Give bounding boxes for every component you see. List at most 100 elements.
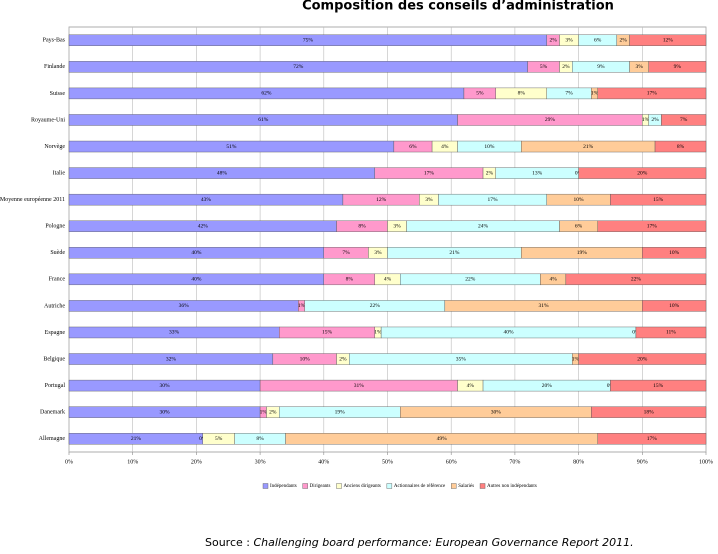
value-label: 2% [651, 117, 659, 123]
value-label: 5% [215, 436, 223, 442]
value-label: 19% [577, 250, 588, 256]
value-label: 20% [637, 170, 648, 176]
value-label: 15% [653, 197, 664, 203]
value-label: 62% [261, 91, 272, 97]
y-tick-label: Royaume-Uni [31, 117, 65, 123]
y-tick-label: Espagne [45, 330, 66, 336]
legend-swatch [302, 483, 308, 489]
x-tick-label: 30% [255, 459, 266, 465]
value-label: 3% [565, 38, 573, 44]
value-label: 2% [620, 38, 628, 44]
value-label: 10% [669, 303, 680, 309]
value-label: 20% [637, 356, 648, 362]
value-label: 13% [532, 170, 543, 176]
value-label: 33% [169, 330, 180, 336]
x-tick-label: 0% [65, 459, 73, 465]
value-label: 30% [491, 409, 502, 415]
x-tick-label: 100% [699, 459, 713, 465]
y-tick-label: Pays-Bas [43, 38, 66, 44]
bar-segment [610, 379, 707, 392]
bar-segment [578, 167, 707, 179]
legend-swatch [451, 483, 457, 489]
value-label: 8% [256, 436, 264, 442]
value-label: 6% [594, 38, 602, 44]
y-tick-label: Norvège [44, 144, 65, 150]
bar-segment [597, 87, 707, 100]
bar-segment [661, 114, 707, 126]
value-label: 3% [374, 250, 382, 256]
x-tick-label: 40% [318, 459, 329, 465]
value-label: 21% [449, 250, 460, 256]
value-label: 22% [631, 277, 642, 283]
value-label: 6% [409, 144, 417, 150]
value-label: 10% [574, 197, 585, 203]
value-label: 43% [201, 197, 212, 203]
value-label: 15% [322, 330, 333, 336]
bar-segment [642, 300, 707, 312]
legend-swatch [479, 483, 486, 489]
y-tick-label: Suisse [50, 91, 66, 97]
value-label: 40% [191, 250, 202, 256]
legend-label: Dirigeants [310, 484, 331, 489]
legend-swatch [336, 483, 342, 489]
value-label: 40% [503, 330, 514, 336]
value-label: 1% [642, 117, 650, 123]
legend-label: Indépendants [270, 484, 297, 489]
value-label: 9% [597, 64, 605, 70]
y-tick-label: Finlande [44, 64, 65, 70]
value-label: 35% [456, 356, 467, 362]
value-label: 51% [226, 144, 237, 150]
source: Source : Challenging board performance: … [205, 536, 634, 549]
source-title: Challenging board performance: European … [253, 536, 633, 549]
value-label: 17% [647, 436, 658, 442]
value-label: 8% [677, 144, 685, 150]
source-prefix: Source : [205, 536, 253, 549]
value-label: 11% [666, 330, 676, 336]
value-label: 2% [562, 64, 570, 70]
legend-label: Anciens dirigeants [344, 484, 381, 489]
value-label: 1% [298, 303, 306, 309]
value-label: 10% [484, 144, 495, 150]
value-label: 32% [166, 356, 177, 362]
bar-segment [591, 406, 707, 418]
value-label: 1% [591, 91, 599, 97]
y-tick-label: Danemark [40, 410, 65, 416]
x-tick-label: 70% [509, 459, 520, 465]
chart-title: Composition des conseils d’administratio… [302, 0, 614, 14]
value-label: 36% [179, 303, 190, 309]
y-tick-label: Suède [50, 250, 65, 256]
value-label: 18% [644, 409, 655, 415]
legend-label: Autres non indépendants [487, 484, 537, 489]
value-label: 8% [346, 277, 354, 283]
value-label: 4% [549, 277, 557, 283]
value-label: 7% [565, 91, 573, 97]
value-label: 22% [370, 303, 381, 309]
value-label: 22% [465, 277, 476, 283]
value-label: 12% [663, 38, 674, 44]
x-tick-label: 50% [382, 459, 393, 465]
x-tick-label: 60% [446, 459, 457, 465]
y-tick-label: France [49, 277, 66, 283]
value-label: 49% [437, 436, 448, 442]
legend-label: Actionnaires de référence [394, 484, 446, 489]
value-label: 9% [674, 64, 682, 70]
value-label: 3% [635, 64, 643, 70]
legend-label: Salariés [458, 484, 474, 489]
value-label: 72% [293, 64, 304, 70]
y-tick-label: Allemagne [39, 436, 66, 442]
value-label: 15% [653, 383, 664, 389]
bar-segment [578, 353, 707, 365]
value-label: 7% [680, 117, 688, 123]
value-label: 10% [300, 356, 311, 362]
value-label: 29% [545, 117, 556, 123]
value-label: 21% [583, 144, 594, 150]
value-label: 75% [303, 38, 314, 44]
value-label: 2% [269, 409, 277, 415]
value-label: 4% [467, 383, 475, 389]
value-label: 2% [339, 356, 347, 362]
value-label: 31% [354, 383, 365, 389]
bar-segment [635, 326, 707, 339]
y-tick-label: Autriche [44, 303, 65, 309]
y-tick-label: Portugal [45, 383, 66, 389]
